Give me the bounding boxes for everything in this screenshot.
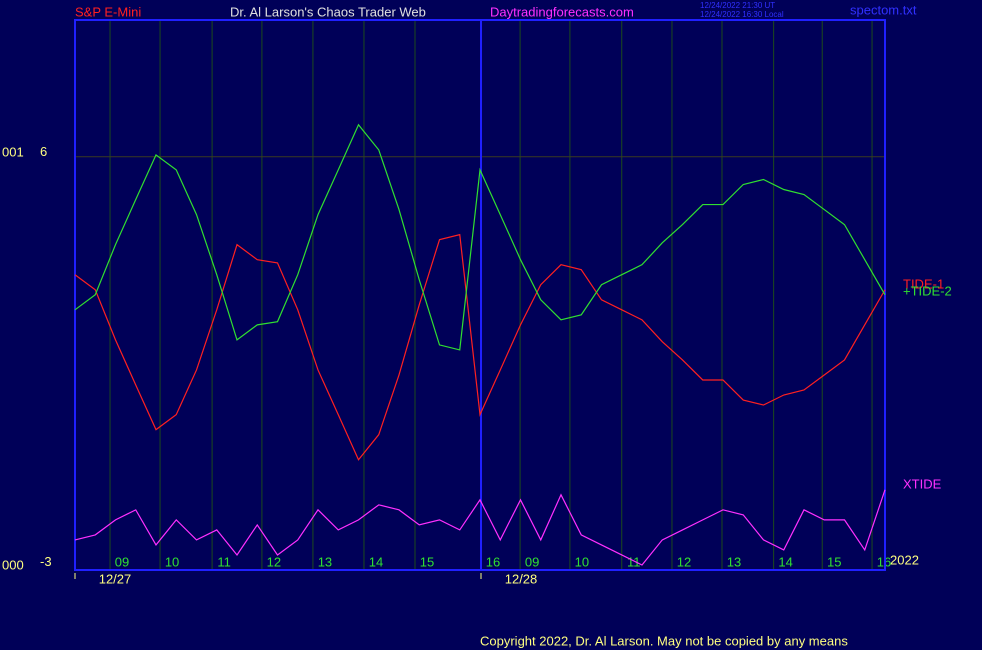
chart-title: Dr. Al Larson's Chaos Trader Web [230,4,426,19]
y-tick-label: -3 [40,554,52,569]
day-label: 12/27 [99,571,132,586]
series-line [74,123,886,351]
x-tick-label: 11 [627,554,641,569]
x-tick-label: 13 [318,554,332,569]
x-tick-label: 12 [677,554,691,569]
x-tick-label: 16 [486,554,500,569]
timestamp: 12/24/2022 21:30 UT [700,1,775,10]
site: Daytradingforecasts.com [490,4,634,19]
x-tick-label: 12 [267,554,281,569]
series-line [74,233,886,461]
x-tick-label: 10 [575,554,589,569]
x-tick-label: 14 [778,554,792,569]
x-tick-label: 14 [369,554,383,569]
timestamp: 12/24/2022 16:30 Local [700,10,784,19]
symbol: S&P E-Mini [75,4,141,19]
x-tick-label: 09 [115,554,129,569]
x-tick-label: 15 [420,554,434,569]
file: spectom.txt [850,2,917,17]
x-tick-label: 09 [525,554,539,569]
y-tick-label: 6 [40,144,47,159]
x-tick-label: 11 [217,554,231,569]
copyright: Copyright 2022, Dr. Al Larson. May not b… [480,633,848,648]
left-label: 000 [2,557,24,572]
series-label: +TIDE-2 [903,283,952,298]
x-tick-label: 13 [727,554,741,569]
series-label: XTIDE [903,476,942,491]
series-label: TIDE-1 [903,276,944,291]
day-label: 12/28 [505,571,538,586]
x-tick-label: 10 [165,554,179,569]
series-line [74,489,886,566]
left-label: 001 [2,144,24,159]
x-tick-label: 15 [827,554,841,569]
year: 2022 [890,552,919,567]
